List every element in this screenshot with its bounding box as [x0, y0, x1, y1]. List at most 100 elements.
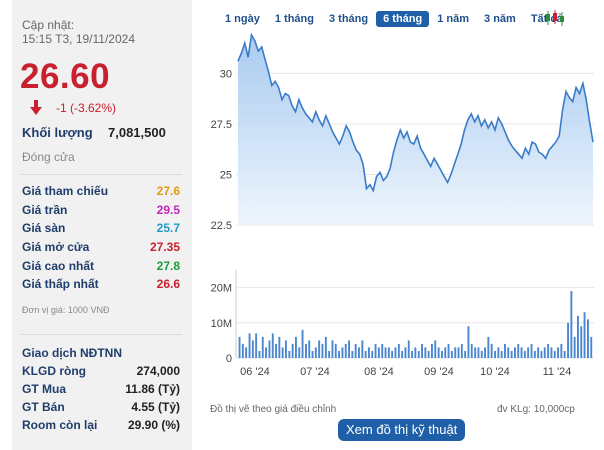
volume-bar — [474, 347, 477, 358]
volume-bar — [580, 326, 583, 358]
tab-1-month[interactable]: 1 tháng — [274, 13, 314, 25]
volume-bar — [248, 333, 251, 358]
volume-bars — [238, 291, 593, 358]
volume-bar — [384, 347, 387, 358]
volume-bar — [288, 351, 291, 358]
volume-bar — [507, 347, 510, 358]
tab-1-year[interactable]: 1 năm — [437, 13, 470, 25]
volume-bar — [454, 347, 457, 358]
stat-value: 27.8 — [156, 259, 180, 273]
volume-bar — [265, 347, 267, 358]
volume-bar — [308, 340, 311, 358]
volume-bar — [344, 343, 347, 358]
volume-bar — [444, 347, 447, 358]
volume-bar — [281, 347, 284, 358]
volume-bar — [437, 347, 440, 358]
volume-bar — [278, 336, 281, 358]
technical-chart-button[interactable]: Xem đồ thị kỹ thuật — [338, 419, 466, 441]
volume-bar — [371, 351, 374, 358]
volume-bar — [364, 351, 367, 358]
volume-bar — [238, 336, 241, 358]
volume-bar — [577, 315, 579, 358]
tab-3-years[interactable]: 3 năm — [484, 13, 516, 25]
volume-label: Khối lượng — [22, 125, 93, 140]
stat-label: Giá cao nhất — [22, 259, 95, 273]
volume-bar — [464, 351, 467, 358]
volume-bar — [268, 340, 271, 358]
x-tick-label: 09 '24 — [424, 366, 454, 378]
volume-bar — [460, 343, 463, 358]
updated-label: Cập nhật: — [22, 18, 75, 32]
volume-bar — [421, 343, 423, 358]
volume-bar — [358, 347, 360, 358]
unit-note: Đơn vị giá: 1000 VNĐ — [22, 305, 110, 315]
candlestick-icon[interactable] — [545, 10, 565, 31]
volume-bar — [504, 343, 506, 358]
volume-bar — [285, 340, 287, 358]
volume-bar — [407, 340, 410, 358]
volume-bar — [401, 351, 404, 358]
updated-time: 15:15 T3, 19/11/2024 — [22, 32, 135, 46]
volume-bar — [560, 343, 563, 358]
stat-label: Giá thấp nhất — [22, 277, 99, 291]
volume-bar — [391, 351, 394, 358]
divider — [20, 334, 182, 335]
stat-label: Giá tham chiếu — [22, 184, 109, 198]
volume-bar — [497, 347, 500, 358]
stat-value: 26.6 — [156, 277, 180, 291]
volume-bar — [295, 336, 297, 358]
volume-value: 7,081,500 — [108, 125, 166, 140]
volume-bar — [381, 343, 384, 358]
price-tick-label: 27.5 — [211, 119, 232, 131]
divider — [20, 174, 182, 175]
volume-bar — [447, 343, 450, 358]
volume-bar — [477, 347, 480, 358]
volume-bar — [298, 347, 301, 358]
x-tick-label: 06 '24 — [240, 366, 270, 378]
volume-bar — [517, 343, 520, 358]
stat-value: 27.35 — [149, 240, 180, 254]
volume-bar — [587, 319, 589, 358]
arrow-down-icon — [30, 100, 42, 116]
volume-bar — [321, 343, 324, 358]
volume-bar — [241, 343, 244, 358]
foreign-value: 4.55 (Tỷ) — [131, 400, 180, 414]
volume-unit-note: đv KLg: 10,000cp — [497, 404, 575, 415]
volume-bar — [510, 351, 513, 358]
volume-tick-label: 0 — [226, 353, 232, 365]
x-axis-labels: 06 '24 07 '24 08 '24 09 '24 10 '24 11 '24 — [240, 366, 571, 378]
foreign-value: 274,000 — [136, 364, 180, 378]
tab-3-months[interactable]: 3 tháng — [328, 13, 369, 25]
volume-bar — [570, 291, 573, 358]
volume-bar — [533, 351, 536, 358]
volume-bar — [374, 343, 377, 358]
volume-bar — [387, 347, 390, 358]
market-status: Đóng cửa — [22, 150, 75, 164]
volume-bar — [450, 351, 453, 358]
stat-value: 25.7 — [156, 221, 180, 235]
price-line — [237, 32, 594, 193]
foreign-label: KLGD ròng — [22, 364, 86, 378]
volume-bar — [324, 336, 327, 358]
volume-bar — [255, 333, 258, 358]
volume-bar — [377, 347, 380, 358]
price-change: -1 (-3.62%) — [30, 100, 116, 116]
volume-bar — [394, 347, 397, 358]
quote-panel: Cập nhật: 15:15 T3, 19/11/2024 26.60 -1 … — [12, 0, 192, 450]
foreign-trading-title: Giao dịch NĐTNN — [22, 346, 123, 360]
volume-bar — [271, 333, 274, 358]
volume-bar — [414, 347, 417, 358]
volume-bar — [314, 347, 317, 358]
volume-bar — [251, 340, 254, 358]
volume-bar — [301, 329, 304, 358]
foreign-value: 11.86 (Tỷ) — [125, 382, 180, 396]
volume-bar — [573, 336, 576, 358]
stat-label: Giá sàn — [22, 221, 66, 235]
volume-bar — [318, 340, 321, 358]
volume-bar — [441, 351, 443, 358]
tab-1-day[interactable]: 1 ngày — [225, 13, 260, 25]
volume-bar — [434, 340, 437, 358]
volume-bar — [500, 351, 503, 358]
tab-6-months[interactable]: 6 tháng — [376, 11, 430, 27]
